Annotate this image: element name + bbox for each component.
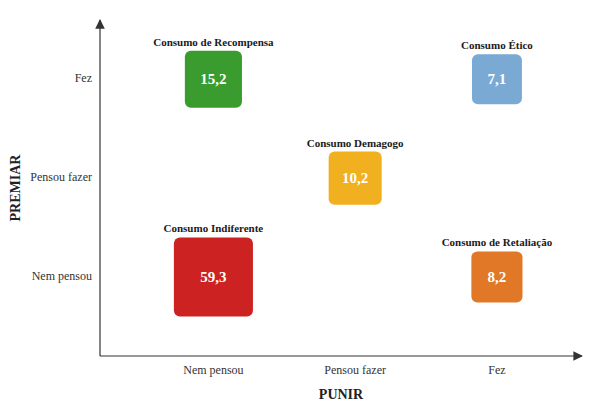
x-tick-label: Fez: [488, 363, 505, 377]
box-label: Consumo Indiferente: [164, 222, 264, 234]
data-label: 59,3: [200, 269, 226, 285]
data-label: 7,1: [488, 71, 507, 87]
y-tick-label: Pensou fazer: [30, 170, 92, 184]
box: [329, 152, 382, 205]
y-axis-title: PREMIAR: [8, 154, 23, 222]
y-tick-label: Fez: [75, 71, 92, 85]
box: [471, 251, 522, 302]
x-tick-label: Nem pensou: [183, 363, 243, 377]
data-label: 15,2: [200, 71, 226, 87]
x-axis-title: PUNIR: [319, 387, 364, 402]
x-tick-label: Pensou fazer: [324, 363, 386, 377]
box-label: Consumo de Retaliação: [442, 236, 553, 248]
y-axis: [99, 20, 100, 356]
box: [472, 54, 522, 104]
data-label: 10,2: [342, 170, 368, 186]
box-label: Consumo Ético: [461, 39, 533, 51]
box: [185, 51, 242, 108]
chart: Nem pensou Pensou fazer Fez Nem pensou Penso…: [0, 0, 602, 411]
box: [174, 237, 253, 316]
x-axis: [100, 355, 582, 356]
box-label: Consumo de Recompensa: [153, 36, 274, 48]
box-texts: 15,2 Consumo de Recompensa 7,1 Consumo Étic…: [153, 36, 553, 285]
y-tick-label: Nem pensou: [32, 269, 92, 283]
data-label: 8,2: [488, 269, 507, 285]
boxes: [174, 51, 523, 317]
box-label: Consumo Demagogo: [307, 137, 404, 149]
